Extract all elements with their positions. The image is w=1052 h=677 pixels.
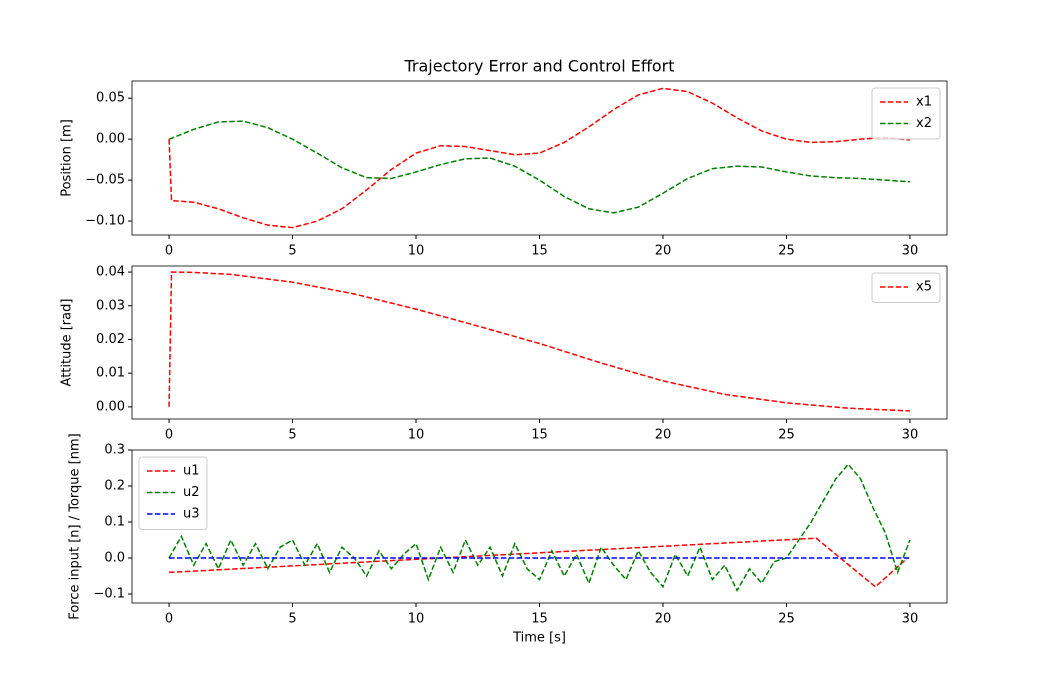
axes-frame: [131, 449, 948, 604]
line-series: [168, 120, 910, 214]
legend-label: u3: [183, 507, 200, 522]
line-series: [168, 271, 910, 412]
x-tick-label: 10: [408, 428, 425, 443]
x-axis-label: Time [s]: [512, 631, 566, 646]
x-tick-label: 10: [408, 612, 425, 627]
legend-box: [871, 87, 941, 140]
y-axis-label: Force input [n] / Torque [nm]: [68, 433, 83, 619]
y-axis-label: Attitude [rad]: [60, 299, 75, 387]
y-tick-label: 0.0: [104, 551, 125, 566]
y-tick-label: −0.05: [85, 173, 125, 188]
x-tick-label: 20: [655, 428, 672, 443]
legend-label: u2: [183, 485, 200, 500]
y-tick-label: 0.05: [96, 91, 125, 106]
y-tick-label: 0.01: [96, 366, 125, 381]
x-tick-label: 15: [531, 428, 548, 443]
y-tick-label: 0.2: [104, 479, 125, 494]
y-tick-label: 0.00: [96, 399, 125, 414]
y-tick-label: −0.1: [93, 587, 125, 602]
line-series: [168, 87, 911, 229]
y-tick-label: 0.02: [96, 332, 125, 347]
x-tick-label: 30: [902, 428, 919, 443]
x-tick-label: 25: [778, 244, 795, 259]
axes-frame: [131, 265, 948, 420]
line-series: [169, 537, 908, 588]
chart-title: Trajectory Error and Control Effort: [403, 57, 674, 76]
y-tick-label: 0.00: [96, 132, 125, 147]
legend-label: u1: [183, 464, 200, 479]
plot-area: [168, 463, 911, 593]
x-tick-label: 10: [408, 244, 425, 259]
y-tick-label: 0.3: [104, 443, 125, 458]
x-tick-label: 30: [902, 244, 919, 259]
x-tick-label: 0: [165, 612, 173, 627]
plot-area: [168, 271, 910, 412]
legend-label: x1: [916, 95, 932, 110]
x-tick-label: 15: [531, 244, 548, 259]
legend-label: x2: [916, 116, 932, 131]
x-tick-label: 15: [531, 612, 548, 627]
x-tick-label: 25: [778, 612, 795, 627]
x-tick-label: 5: [288, 612, 296, 627]
y-tick-label: −0.10: [85, 214, 125, 229]
x-tick-label: 20: [655, 244, 672, 259]
y-axis-label: Position [m]: [60, 119, 75, 197]
legend-label: x5: [916, 280, 932, 295]
y-tick-label: 0.03: [96, 298, 125, 313]
x-tick-label: 5: [288, 244, 296, 259]
y-tick-label: 0.1: [104, 515, 125, 530]
x-tick-label: 25: [778, 428, 795, 443]
x-tick-label: 0: [165, 428, 173, 443]
x-tick-label: 30: [902, 612, 919, 627]
y-tick-label: 0.04: [96, 265, 125, 280]
x-tick-label: 20: [655, 612, 672, 627]
x-tick-label: 5: [288, 428, 296, 443]
axes-frame: [131, 80, 948, 236]
x-tick-label: 0: [165, 244, 173, 259]
plot-area: [168, 87, 911, 229]
